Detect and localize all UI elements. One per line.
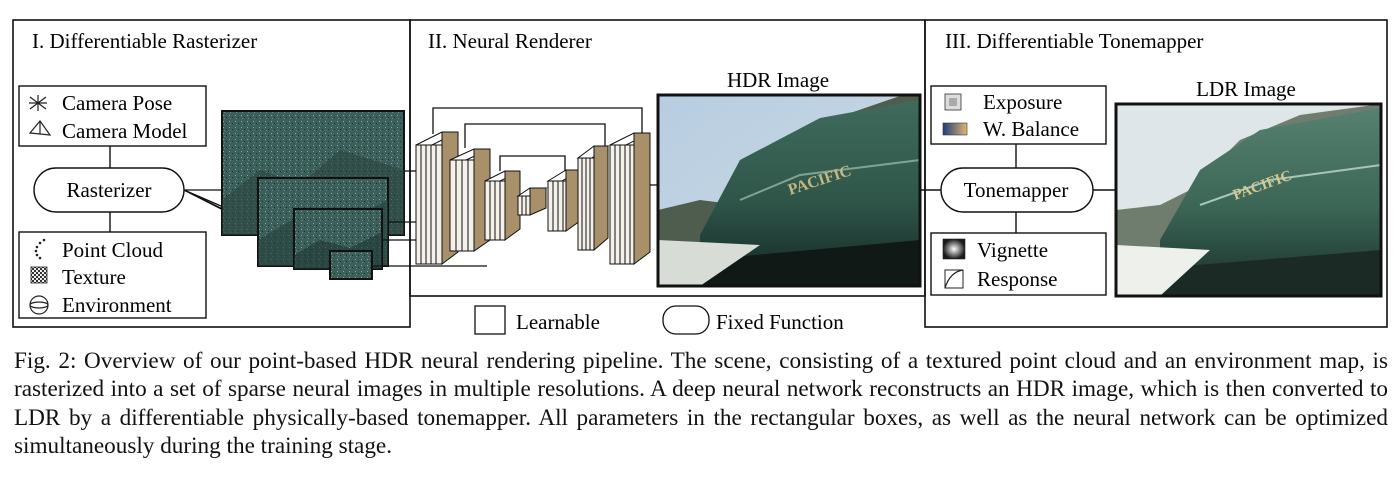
checker-icon bbox=[30, 266, 48, 284]
curve-icon bbox=[944, 269, 964, 289]
camera-model-label: Camera Model bbox=[62, 119, 188, 143]
section-title-tonemapper: III. Differentiable Tonemapper bbox=[945, 29, 1203, 53]
legend-learnable-swatch bbox=[474, 305, 506, 335]
scene-params-box bbox=[18, 231, 207, 319]
tonemapper-node-label: Tonemapper bbox=[964, 178, 1069, 202]
gradient-icon bbox=[942, 122, 968, 136]
hdr-image: PACIFIC bbox=[656, 93, 922, 288]
rasterizer-node-label: Rasterizer bbox=[66, 178, 151, 202]
exposure-label: Exposure bbox=[983, 90, 1062, 114]
dotted-arc-icon bbox=[34, 238, 46, 260]
ldr-image-label: LDR Image bbox=[1196, 77, 1296, 101]
section-frame-tonemapper bbox=[924, 19, 1388, 328]
section-title-rasterizer: I. Differentiable Rasterizer bbox=[32, 29, 257, 53]
legend: Learnable Fixed Function bbox=[474, 305, 844, 335]
unet-network bbox=[415, 107, 651, 265]
response-label: Response bbox=[977, 267, 1058, 291]
camera-params-box bbox=[18, 85, 207, 147]
neural-image-stack bbox=[221, 110, 405, 280]
tonemapper-node bbox=[940, 167, 1094, 213]
hdr-image-label: HDR Image bbox=[727, 68, 829, 92]
environment-label: Environment bbox=[62, 293, 172, 317]
figure-caption: Fig. 2: Overview of our point-based HDR … bbox=[14, 348, 1388, 459]
sphere-icon bbox=[29, 295, 49, 315]
legend-fixed-swatch bbox=[662, 305, 710, 335]
ldr-image: PACIFIC bbox=[1114, 102, 1383, 298]
vignette-icon bbox=[942, 238, 966, 260]
vignette-label: Vignette bbox=[977, 238, 1048, 262]
point-cloud-label: Point Cloud bbox=[62, 238, 163, 262]
texture-label: Texture bbox=[62, 265, 126, 289]
legend-learnable-label: Learnable bbox=[516, 310, 600, 334]
section-title-renderer: II. Neural Renderer bbox=[428, 29, 592, 53]
legend-fixed-label: Fixed Function bbox=[716, 310, 844, 334]
white-balance-label: W. Balance bbox=[983, 117, 1079, 141]
camera-pose-label: Camera Pose bbox=[62, 91, 172, 115]
star-icon bbox=[29, 95, 47, 111]
pipeline-diagram: I. Differentiable Rasterizer II. Neural … bbox=[12, 19, 1388, 335]
camera-frustum-icon bbox=[28, 120, 52, 136]
